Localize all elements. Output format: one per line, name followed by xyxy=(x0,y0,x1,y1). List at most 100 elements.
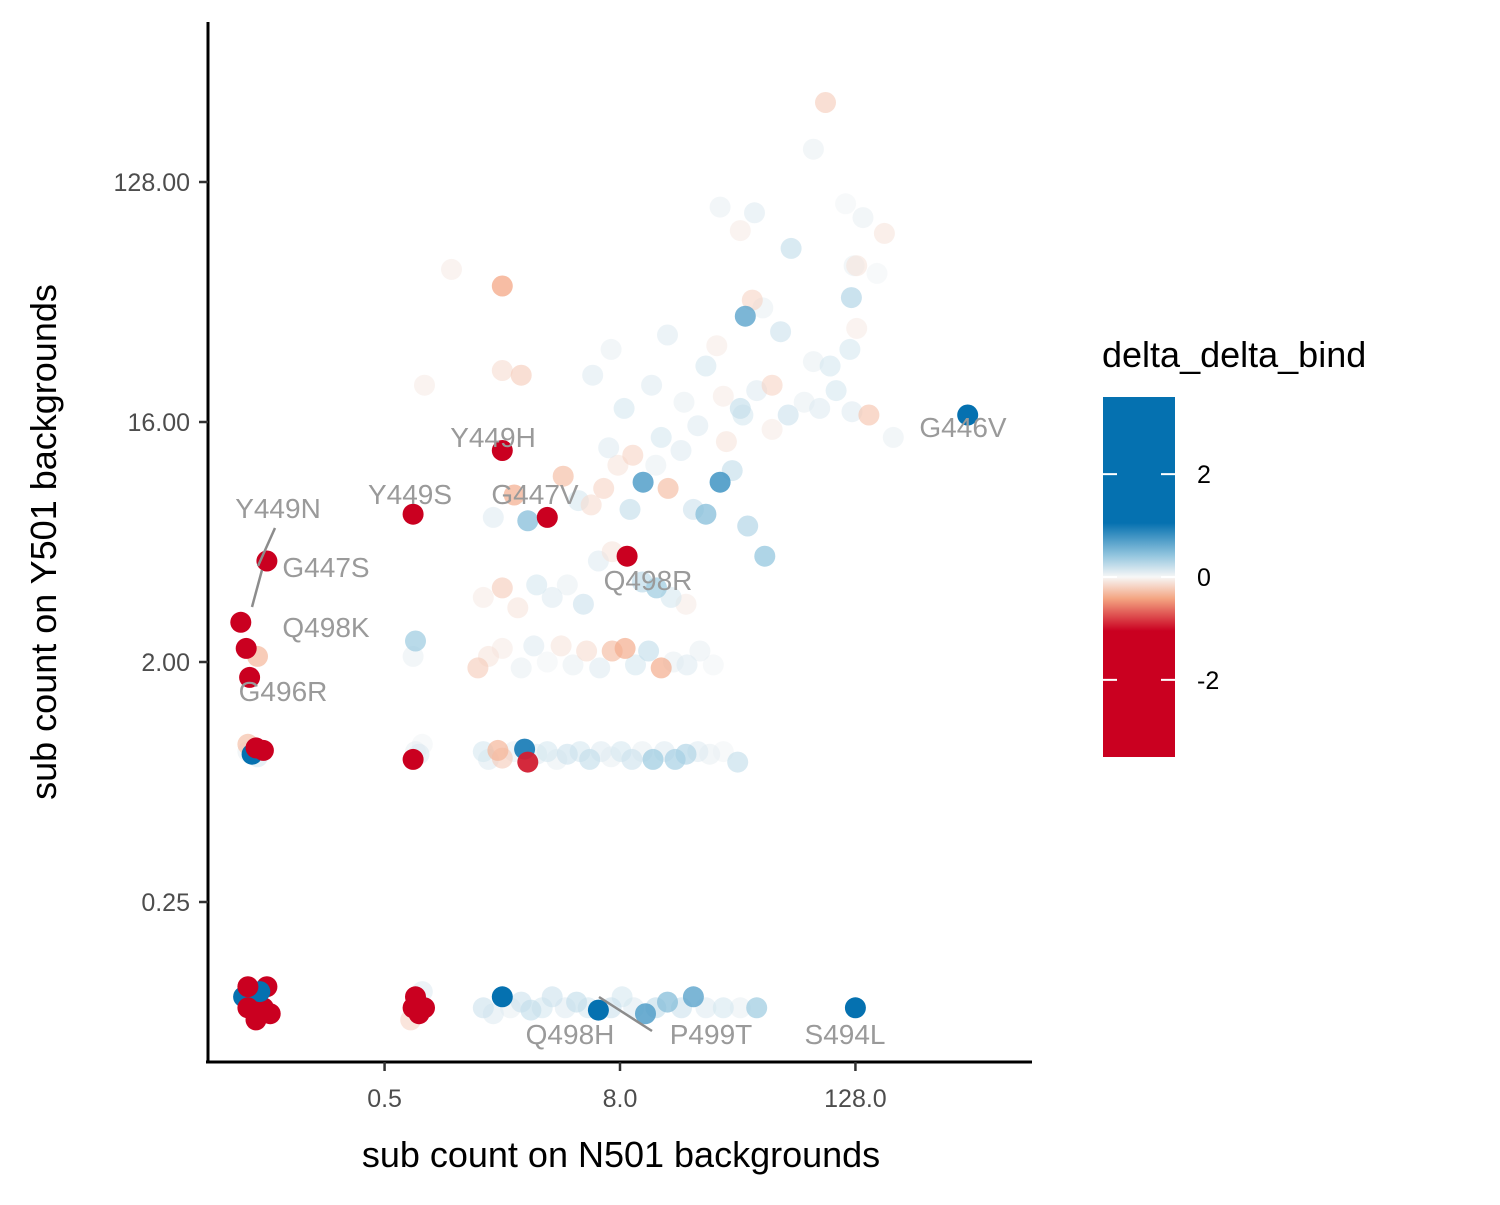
annotation-label: P499T xyxy=(670,1019,753,1050)
data-point xyxy=(657,477,679,499)
data-point xyxy=(852,207,874,229)
data-point xyxy=(858,404,880,426)
data-point xyxy=(587,999,609,1021)
data-point xyxy=(770,321,792,343)
data-point xyxy=(507,597,529,619)
data-point xyxy=(846,255,868,277)
data-point xyxy=(619,498,641,520)
data-point xyxy=(839,338,861,360)
data-point xyxy=(402,503,424,525)
data-point xyxy=(712,385,734,407)
y-tick-label: 0.25 xyxy=(141,889,190,917)
data-point xyxy=(579,748,601,770)
data-point xyxy=(635,1003,656,1025)
color-legend: delta_delta_bind 2 0 -2 xyxy=(1102,334,1366,757)
data-point xyxy=(541,586,563,608)
data-point xyxy=(825,380,847,402)
x-tick-label: 8.0 xyxy=(603,1085,638,1113)
data-point xyxy=(650,426,672,448)
data-point xyxy=(777,404,799,426)
data-point xyxy=(613,397,635,419)
data-point xyxy=(520,999,542,1021)
data-point xyxy=(405,630,426,652)
annotation-label: G447S xyxy=(282,552,369,583)
data-point xyxy=(556,574,578,596)
x-axis-title: sub count on N501 backgrounds xyxy=(362,1134,880,1175)
y-axis-title: sub count on Y501 backgrounds xyxy=(23,284,64,800)
x-tick-label: 128.0 xyxy=(824,1085,887,1113)
annotation-label: G447V xyxy=(491,479,578,510)
axes xyxy=(206,22,1032,1064)
data-point xyxy=(780,237,802,259)
data-point xyxy=(572,593,594,615)
data-point xyxy=(734,305,756,327)
data-point xyxy=(709,471,731,493)
data-point xyxy=(744,202,765,224)
data-point xyxy=(491,275,513,297)
annotation-label: Q498K xyxy=(282,612,369,643)
x-axis-ticks: 0.5 8.0 128.0 xyxy=(367,1062,887,1113)
label-leader-lines xyxy=(250,527,653,1033)
data-point xyxy=(646,577,667,599)
legend-ticks: 2 0 -2 xyxy=(1103,461,1219,695)
data-point xyxy=(230,611,252,633)
data-point xyxy=(712,997,734,1019)
data-point xyxy=(873,222,895,244)
data-point xyxy=(664,748,686,770)
data-point xyxy=(957,404,979,426)
data-point xyxy=(844,997,866,1019)
data-point xyxy=(741,289,763,311)
data-point xyxy=(536,506,558,528)
data-point xyxy=(625,654,646,676)
data-point xyxy=(523,635,545,657)
data-point xyxy=(689,640,711,662)
data-point xyxy=(622,444,644,466)
annotation-label: Y449S xyxy=(368,479,452,510)
data-point xyxy=(536,741,558,763)
data-point xyxy=(582,364,604,386)
y-tick-label: 16.00 xyxy=(127,409,190,437)
data-point xyxy=(441,258,462,280)
data-point xyxy=(414,374,435,396)
data-point xyxy=(566,991,588,1013)
data-point xyxy=(761,374,783,396)
data-point xyxy=(467,657,489,679)
data-point xyxy=(673,391,695,413)
data-point xyxy=(621,748,643,770)
data-point xyxy=(650,657,672,679)
data-point xyxy=(472,997,494,1019)
data-point xyxy=(517,751,539,773)
data-point xyxy=(482,506,504,528)
data-point xyxy=(709,196,731,218)
data-point xyxy=(491,577,513,599)
data-point xyxy=(657,991,678,1013)
annotation-label: S494L xyxy=(805,1019,886,1050)
data-point xyxy=(510,657,532,679)
data-point xyxy=(552,465,574,487)
annotation-label: G446V xyxy=(919,412,1006,443)
data-point xyxy=(600,338,622,360)
data-point xyxy=(576,640,598,662)
data-point xyxy=(562,654,584,676)
data-point xyxy=(706,335,728,357)
data-point xyxy=(695,355,717,377)
data-point xyxy=(835,193,857,215)
data-point xyxy=(503,484,525,506)
data-point xyxy=(819,355,841,377)
data-point xyxy=(402,748,424,770)
data-point xyxy=(491,360,513,381)
data-point xyxy=(645,454,667,476)
data-point xyxy=(252,739,274,761)
data-point xyxy=(491,986,513,1008)
data-point xyxy=(593,477,615,499)
data-point xyxy=(259,1003,281,1025)
data-point xyxy=(729,397,751,419)
data-point xyxy=(237,976,259,998)
data-point xyxy=(727,751,749,773)
data-point xyxy=(642,748,664,770)
data-point xyxy=(809,397,831,419)
annotation-label: Y449H xyxy=(450,422,536,453)
legend-tick-label: 2 xyxy=(1197,461,1211,489)
data-point xyxy=(598,437,620,459)
annotation-label: Q498H xyxy=(526,1019,615,1050)
